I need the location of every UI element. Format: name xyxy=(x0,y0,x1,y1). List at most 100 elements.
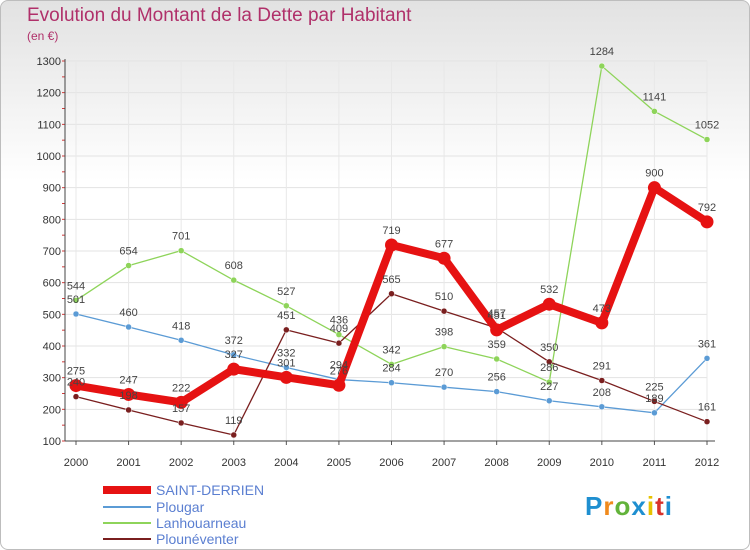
data-label: 161 xyxy=(698,402,716,414)
data-point xyxy=(69,379,83,393)
data-label: 1141 xyxy=(643,91,667,103)
data-point xyxy=(598,62,606,70)
data-point xyxy=(230,351,237,359)
data-point xyxy=(493,388,500,395)
data-label: 565 xyxy=(382,274,400,286)
data-label: 350 xyxy=(540,342,558,354)
x-tick-label: 2011 xyxy=(643,457,667,469)
data-label: 189 xyxy=(645,393,663,405)
y-tick-label: 200 xyxy=(43,404,61,416)
x-tick-label: 2003 xyxy=(222,457,246,469)
data-label: 119 xyxy=(225,415,243,427)
data-point xyxy=(335,331,343,338)
data-point xyxy=(125,406,132,414)
y-tick-label: 1200 xyxy=(37,88,61,100)
data-label: 501 xyxy=(67,294,85,306)
data-label: 608 xyxy=(225,260,243,272)
data-point xyxy=(332,378,346,392)
legend: SAINT-DERRIENPlougarLanhouarneauPlounéve… xyxy=(103,482,264,547)
data-label: 227 xyxy=(540,381,558,393)
data-label: 701 xyxy=(172,231,190,243)
data-point xyxy=(283,326,290,334)
data-point xyxy=(440,343,448,350)
data-point xyxy=(651,409,658,417)
y-tick-label: 100 xyxy=(43,436,61,448)
brand-letter: i xyxy=(646,491,656,521)
series-group xyxy=(69,62,714,439)
data-point xyxy=(125,323,132,331)
data-label: 225 xyxy=(645,381,663,393)
data-point xyxy=(493,355,500,363)
x-tick-label: 2007 xyxy=(432,457,456,469)
data-label: 409 xyxy=(330,323,348,335)
brand-letter: x xyxy=(631,491,647,521)
data-label: 1052 xyxy=(695,120,719,132)
data-label: 276 xyxy=(330,365,348,377)
x-tick-label: 2010 xyxy=(590,457,614,469)
chart-title: Evolution du Montant de la Dette par Hab… xyxy=(27,5,412,26)
data-point xyxy=(177,337,185,344)
data-label: 677 xyxy=(435,238,453,250)
x-tick-label: 2001 xyxy=(116,457,140,469)
data-point xyxy=(703,418,711,425)
y-tick-label: 1100 xyxy=(37,119,61,131)
unit-label: (en €) xyxy=(27,29,59,43)
data-point xyxy=(651,108,658,115)
data-label: 719 xyxy=(382,225,400,237)
data-label: 510 xyxy=(435,291,453,303)
data-label: 198 xyxy=(119,390,137,402)
data-label: 247 xyxy=(119,374,137,386)
data-point xyxy=(72,393,80,400)
data-point xyxy=(595,316,609,330)
brand-letter: o xyxy=(614,491,632,521)
legend-label: Lanhouarneau xyxy=(156,515,246,531)
data-point xyxy=(388,379,395,386)
data-label: 451 xyxy=(487,310,505,322)
data-point xyxy=(227,362,241,376)
data-point xyxy=(279,370,293,384)
y-tick-label: 300 xyxy=(43,373,61,385)
data-point xyxy=(546,397,553,405)
data-label: 436 xyxy=(330,315,348,327)
data-point xyxy=(177,419,185,427)
x-tick-label: 2004 xyxy=(274,457,298,469)
y-tick-label: 500 xyxy=(43,309,61,321)
data-label: 301 xyxy=(277,357,295,369)
x-tick-label: 2002 xyxy=(169,457,193,469)
x-tick-label: 2000 xyxy=(64,457,88,469)
data-point xyxy=(546,358,553,366)
data-label: 473 xyxy=(593,303,611,315)
y-tick-label: 1000 xyxy=(37,151,61,163)
data-point xyxy=(437,251,451,265)
data-point xyxy=(651,398,658,405)
data-label: 291 xyxy=(593,361,611,373)
y-tick-label: 700 xyxy=(43,246,61,258)
data-label: 418 xyxy=(172,320,190,332)
legend-label: Plougar xyxy=(156,499,205,515)
data-point xyxy=(388,361,395,368)
data-label: 327 xyxy=(225,349,243,361)
data-label: 342 xyxy=(382,344,400,356)
x-tick-label: 2012 xyxy=(695,457,719,469)
brand-logo: Proxiti xyxy=(585,491,673,522)
data-labels: 275 247 222 327 301 276 719 677 451 532 473 900 792 5… xyxy=(67,46,719,427)
data-point xyxy=(385,238,398,252)
data-label: 460 xyxy=(119,307,137,319)
legend-label: SAINT-DERRIEN xyxy=(156,482,264,498)
legend-label: Plounéventer xyxy=(156,531,239,547)
y-tick-label: 1300 xyxy=(37,56,61,68)
y-tick-label: 900 xyxy=(43,183,61,195)
data-label: 532 xyxy=(540,284,558,296)
data-point xyxy=(230,276,237,284)
data-label: 275 xyxy=(67,366,85,378)
data-point xyxy=(122,387,136,401)
data-label: 527 xyxy=(277,286,295,298)
data-label: 208 xyxy=(593,387,611,399)
data-label: 792 xyxy=(698,202,716,214)
data-label: 544 xyxy=(67,280,85,292)
data-label: 372 xyxy=(225,335,243,347)
data-point xyxy=(490,323,504,337)
data-point xyxy=(283,364,290,371)
data-label: 284 xyxy=(382,363,400,375)
data-point xyxy=(335,339,343,347)
